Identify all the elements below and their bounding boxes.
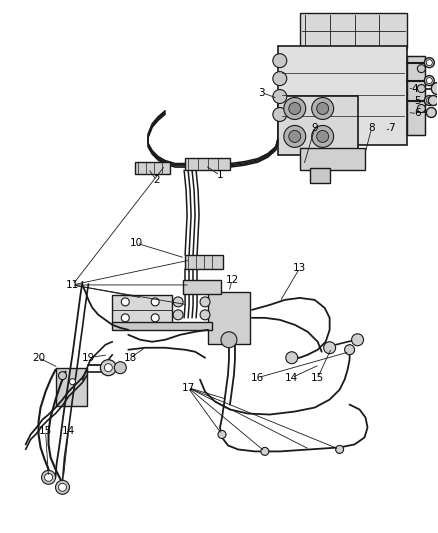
Text: 13: 13 <box>293 263 306 273</box>
Circle shape <box>56 480 70 494</box>
Circle shape <box>273 90 287 103</box>
Text: 4: 4 <box>411 84 418 94</box>
Text: 1: 1 <box>217 170 223 180</box>
Text: 6: 6 <box>414 109 420 118</box>
Text: 11: 11 <box>66 280 79 290</box>
Circle shape <box>221 332 237 348</box>
Bar <box>278 46 407 146</box>
Circle shape <box>273 54 287 68</box>
Circle shape <box>417 104 425 112</box>
Text: 16: 16 <box>251 373 265 383</box>
Circle shape <box>200 310 210 320</box>
Circle shape <box>59 483 67 491</box>
Text: 12: 12 <box>225 275 239 285</box>
Circle shape <box>261 447 269 455</box>
Circle shape <box>173 297 183 307</box>
Circle shape <box>289 131 301 142</box>
Circle shape <box>424 58 434 68</box>
Circle shape <box>100 360 117 376</box>
Text: 2: 2 <box>153 175 159 185</box>
Bar <box>112 295 172 325</box>
Circle shape <box>317 102 328 115</box>
Text: 7: 7 <box>388 124 395 133</box>
Circle shape <box>284 98 306 119</box>
Circle shape <box>424 95 434 106</box>
Text: 18: 18 <box>124 353 137 363</box>
Circle shape <box>218 431 226 439</box>
Circle shape <box>70 378 75 385</box>
Bar <box>185 158 230 171</box>
Bar <box>208 292 250 344</box>
Bar <box>185 255 223 269</box>
Circle shape <box>336 446 343 454</box>
Text: 15: 15 <box>311 373 324 383</box>
Bar <box>300 13 407 47</box>
Circle shape <box>431 83 438 94</box>
Text: 20: 20 <box>32 353 45 363</box>
Circle shape <box>173 310 183 320</box>
Bar <box>278 95 357 155</box>
Bar <box>300 148 364 171</box>
Circle shape <box>426 108 436 117</box>
Circle shape <box>121 298 129 306</box>
Text: 15: 15 <box>39 426 52 437</box>
Text: 9: 9 <box>311 124 318 133</box>
Circle shape <box>352 334 364 346</box>
Text: 3: 3 <box>258 87 265 98</box>
Bar <box>112 322 212 330</box>
Circle shape <box>286 352 298 364</box>
Circle shape <box>426 78 432 84</box>
Circle shape <box>273 108 287 122</box>
Circle shape <box>200 297 210 307</box>
Text: 14: 14 <box>285 373 298 383</box>
Circle shape <box>426 98 432 103</box>
Circle shape <box>312 125 334 148</box>
Circle shape <box>42 470 56 484</box>
Circle shape <box>114 362 126 374</box>
Circle shape <box>104 364 112 372</box>
Text: 8: 8 <box>368 124 375 133</box>
Circle shape <box>289 102 301 115</box>
Circle shape <box>426 60 432 66</box>
Circle shape <box>345 345 355 355</box>
Bar <box>135 163 170 174</box>
Circle shape <box>151 314 159 322</box>
Circle shape <box>45 473 53 481</box>
Circle shape <box>417 85 425 93</box>
Bar <box>407 55 425 135</box>
Circle shape <box>324 342 336 354</box>
Text: 19: 19 <box>82 353 95 363</box>
Bar <box>56 368 88 406</box>
Circle shape <box>59 372 67 379</box>
Bar <box>310 168 330 183</box>
Text: 17: 17 <box>181 383 195 393</box>
Circle shape <box>121 314 129 322</box>
Text: 5: 5 <box>414 95 420 106</box>
Circle shape <box>317 131 328 142</box>
Bar <box>183 280 221 294</box>
Circle shape <box>312 98 334 119</box>
Circle shape <box>428 95 438 106</box>
Text: 10: 10 <box>130 238 143 248</box>
Circle shape <box>417 64 425 72</box>
Circle shape <box>424 76 434 86</box>
Text: 14: 14 <box>62 426 75 437</box>
Circle shape <box>284 125 306 148</box>
Circle shape <box>273 71 287 86</box>
Circle shape <box>151 298 159 306</box>
